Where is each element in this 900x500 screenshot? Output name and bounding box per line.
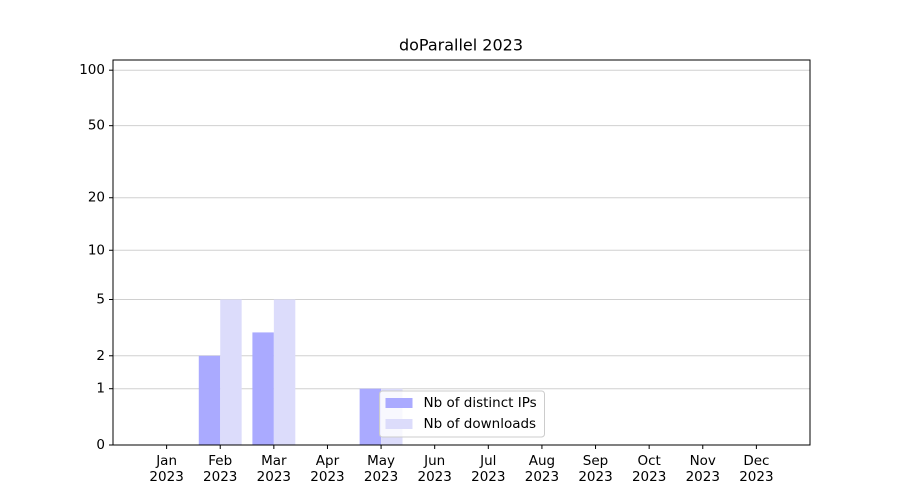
- legend-label: Nb of downloads: [424, 416, 537, 432]
- y-tick-label: 100: [79, 62, 105, 78]
- plot-frame: [112, 59, 811, 446]
- x-tick-label: Jun 2023: [417, 453, 452, 485]
- y-tick-label: 50: [88, 118, 105, 134]
- y-tick-label: 20: [88, 190, 105, 206]
- x-tick-label: Apr 2023: [310, 453, 345, 485]
- bar: [198, 355, 221, 445]
- legend-frame: [379, 390, 545, 438]
- x-tick-label: Aug 2023: [524, 453, 560, 485]
- y-tick-label: 0: [96, 437, 105, 453]
- y-tick-label: 10: [88, 242, 105, 258]
- legend-label: Nb of distinct IPs: [424, 395, 537, 411]
- bar: [359, 388, 382, 445]
- legend-swatch: [385, 398, 413, 408]
- x-tick-label: Dec 2023: [739, 453, 774, 485]
- bar: [252, 332, 274, 445]
- y-tick-label: 5: [96, 291, 105, 307]
- x-tick-label: Nov 2023: [685, 453, 720, 485]
- x-tick-label: Sep 2023: [578, 453, 613, 485]
- x-tick-label: Feb 2023: [203, 453, 238, 485]
- legend: Nb of distinct IPs Nb of downloads: [379, 390, 545, 438]
- y-tick-label: 2: [96, 348, 105, 364]
- x-tick-label: Jan 2023: [149, 453, 184, 485]
- x-tick-label: Mar 2023: [256, 453, 292, 485]
- chart-title: doParallel 2023: [399, 36, 523, 55]
- x-tick-label: Oct 2023: [631, 453, 667, 485]
- x-tick-label: Jul 2023: [471, 453, 506, 485]
- bar: [273, 299, 296, 445]
- y-tick-label: 1: [96, 381, 105, 397]
- legend-swatch: [385, 419, 413, 429]
- x-tick-label: May 2023: [363, 453, 399, 485]
- bar: [220, 299, 242, 445]
